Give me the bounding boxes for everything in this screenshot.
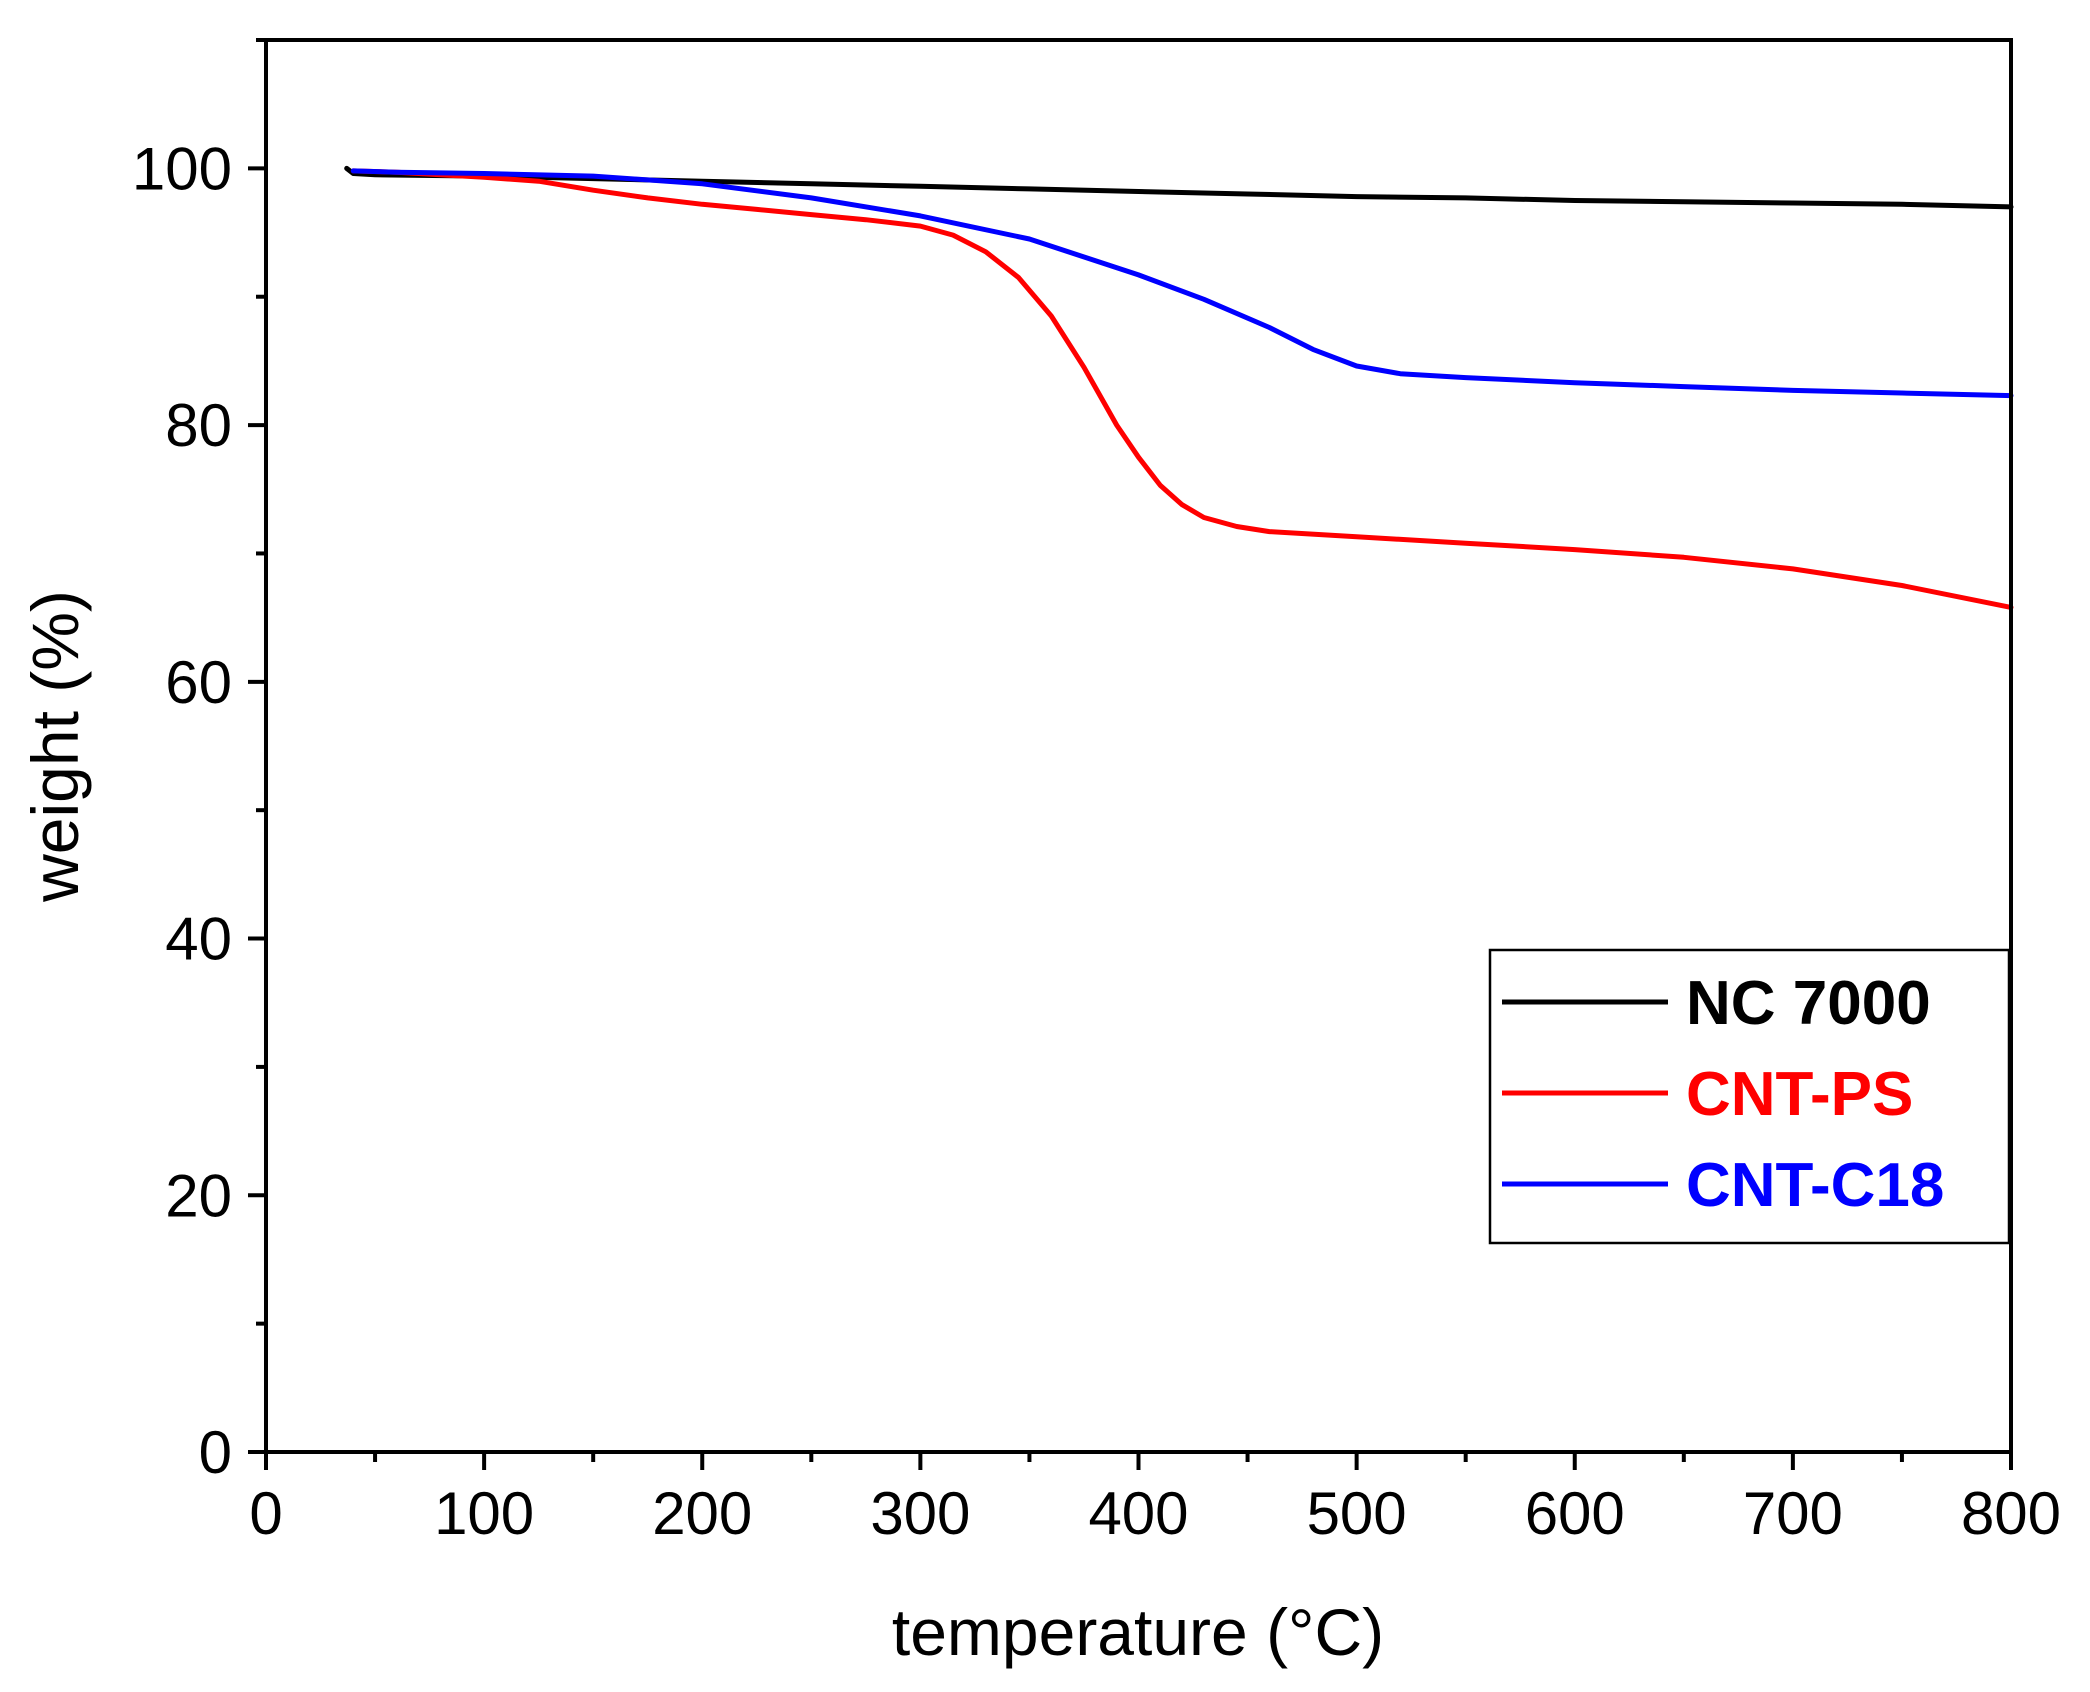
series-line-cnt-c18 [350,168,2014,399]
legend-box [1488,948,2011,1245]
y-axis-label: weight (%) [18,590,92,903]
series-layer [344,165,2014,610]
y-tick-label: 100 [132,135,232,202]
ticks-layer [248,38,2013,1470]
legend-items: NC 7000 CNT-PS CNT-C18 [1502,969,1944,1220]
x-axis-label: temperature (°C) [892,1595,1384,1669]
y-tick-label: 20 [165,1162,232,1229]
x-tick-label: 400 [1088,1480,1188,1547]
y-tick-label: 40 [165,906,232,973]
x-tick-label: 500 [1307,1480,1407,1547]
x-tick-label: 700 [1743,1480,1843,1547]
x-tick-label: 300 [870,1480,970,1547]
tick-labels: 0 100 200 300 400 500 600 700 800 0 20 40 60 80 100 [132,135,2061,1547]
x-tick-label: 200 [652,1480,752,1547]
legend-label: CNT-PS [1686,1060,1913,1129]
legend: NC 7000 CNT-PS CNT-C18 [1488,948,2011,1245]
legend-label: NC 7000 [1686,969,1931,1038]
y-tick-label: 80 [165,392,232,459]
y-tick-label: 60 [165,649,232,716]
x-tick-label: 600 [1525,1480,1625,1547]
series-line-cnt-ps [350,168,2014,610]
x-tick-label: 100 [434,1480,534,1547]
legend-label: CNT-C18 [1686,1151,1944,1220]
x-tick-label: 800 [1961,1480,2061,1547]
y-tick-label: 0 [199,1419,232,1486]
x-tick-label: 0 [249,1480,282,1547]
